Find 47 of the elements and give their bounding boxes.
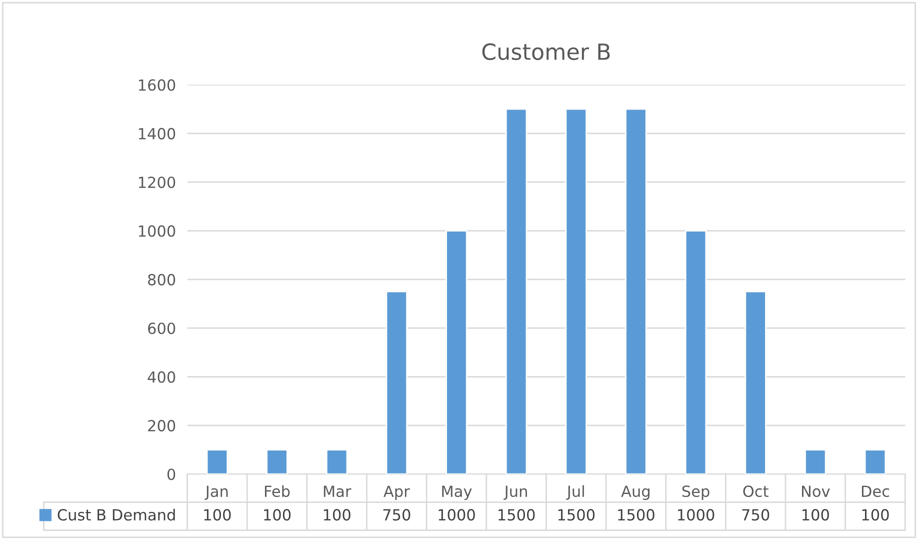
bar: [446, 230, 468, 474]
x-tick-label: Apr: [384, 486, 410, 500]
data-label: 100: [802, 509, 829, 521]
y-tick-label: 400: [148, 371, 176, 383]
chart-title: Customer B: [482, 43, 610, 60]
x-tick-label: Oct: [743, 486, 768, 498]
bar: [684, 230, 707, 474]
x-tick-label: Feb: [264, 485, 290, 498]
bar: [326, 449, 348, 474]
y-tick-label: 1600: [138, 79, 176, 91]
y-tick-label: 1000: [138, 225, 176, 237]
bar: [206, 449, 228, 474]
bar: [744, 290, 766, 474]
data-label: 100: [204, 509, 231, 521]
y-tick-label: 1200: [138, 176, 176, 188]
bar: [386, 290, 408, 474]
data-label: 1500: [498, 509, 535, 521]
y-tick-label: 200: [148, 420, 176, 432]
legend-label: Cust B Demand: [58, 508, 175, 521]
x-tick-label: Jan: [204, 486, 228, 500]
bar: [864, 449, 886, 474]
x-tick-label: Mar: [324, 486, 352, 498]
data-label: 1500: [558, 509, 595, 521]
bar: [625, 108, 647, 474]
y-tick-label: 800: [148, 274, 176, 286]
x-tick-label: Jul: [566, 485, 584, 500]
y-tick-label: 0: [167, 468, 176, 480]
x-tick-label: May: [442, 486, 472, 500]
bar: [505, 108, 528, 474]
x-tick-label: Nov: [802, 486, 830, 498]
data-label: 100: [324, 509, 350, 521]
data-label: 1000: [678, 509, 714, 521]
x-tick-label: Sep: [682, 486, 710, 500]
data-label: 100: [264, 509, 291, 521]
bar: [804, 449, 826, 474]
data-label: 750: [742, 509, 770, 521]
data-label: 1000: [438, 509, 475, 521]
bar: [565, 108, 587, 474]
y-tick-label: 1400: [138, 128, 176, 140]
x-tick-label: Aug: [621, 486, 650, 500]
data-label: 750: [383, 509, 410, 521]
x-tick-label: Dec: [862, 486, 890, 498]
y-tick-label: 600: [148, 322, 176, 334]
data-label: 100: [862, 509, 889, 521]
data-label: 1500: [618, 509, 654, 521]
bar: [266, 449, 288, 474]
x-tick-label: Jun: [504, 486, 527, 500]
